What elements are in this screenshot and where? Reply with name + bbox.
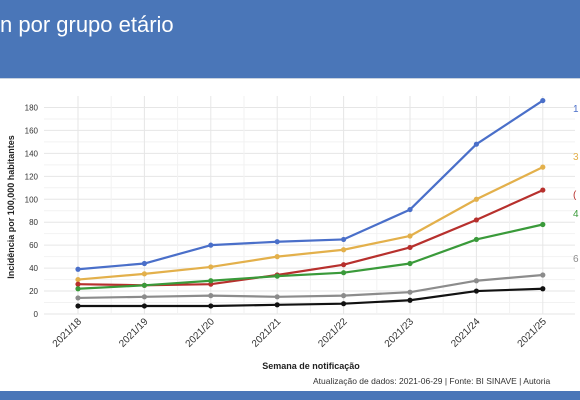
data-point (208, 303, 214, 309)
data-point (75, 295, 81, 301)
end-labels: 1 3 (4 6 (573, 104, 579, 265)
y-tick-label: 40 (29, 264, 38, 273)
data-point (473, 141, 479, 147)
series-end-label: 3 (573, 152, 579, 163)
data-point (274, 294, 280, 300)
y-tick-label: 160 (25, 126, 39, 135)
y-axis-title: Incidência por 100,000 habitantes (6, 135, 16, 279)
data-point (341, 270, 347, 276)
data-point (208, 264, 214, 270)
data-point (341, 293, 347, 299)
data-point (141, 303, 147, 309)
data-point (274, 273, 280, 279)
y-tick-label: 120 (25, 172, 39, 181)
series-end-label: 4 (573, 209, 579, 220)
x-axis-title: Semana de notificação (262, 361, 360, 371)
data-point (540, 164, 546, 170)
series-line (77, 99, 544, 271)
slide-title: n por grupo etário (0, 12, 174, 37)
data-point (75, 281, 81, 287)
data-point (75, 276, 81, 283)
data-point (141, 294, 147, 300)
x-tick-label: 2021/22 (316, 316, 350, 350)
data-point (274, 302, 280, 308)
series-line (77, 273, 543, 300)
slide-footer-bar (0, 391, 580, 400)
header-divider (0, 78, 580, 79)
data-point (274, 239, 280, 245)
series-end-label: 1 (573, 104, 579, 115)
series-end-label: 6 (573, 254, 579, 265)
data-point (341, 301, 347, 307)
x-tick-label: 2021/20 (184, 316, 218, 350)
data-point (341, 247, 347, 253)
series-line (78, 287, 543, 308)
data-point (208, 293, 214, 299)
x-tick-label: 2021/21 (250, 316, 284, 350)
axes: 0 20 40 60 80 100 120 140 160 180 2021/18 2021/19 20… (25, 103, 550, 349)
y-tick-label: 80 (29, 218, 38, 227)
data-point (407, 233, 413, 239)
data-point (473, 288, 479, 294)
data-point (75, 266, 81, 272)
data-point (540, 272, 546, 278)
data-point (208, 278, 214, 284)
data-point (341, 236, 347, 243)
series-end-label: ( (573, 190, 577, 201)
series-line (77, 166, 544, 281)
data-point (208, 242, 214, 248)
data-point (473, 278, 479, 284)
data-point (341, 262, 347, 268)
y-tick-label: 140 (25, 149, 39, 158)
data-point (407, 289, 413, 295)
x-tick-label: 2021/19 (117, 316, 151, 350)
grid (44, 96, 575, 315)
series-lines (75, 97, 546, 309)
data-point (473, 196, 479, 202)
data-point (75, 303, 81, 309)
series-line (77, 223, 544, 290)
data-point (540, 221, 546, 228)
x-tick-label: 2021/18 (51, 316, 85, 350)
source-note: Atualização de dados: 2021-06-29 | Fonte… (313, 376, 550, 386)
data-point (473, 217, 479, 223)
data-point (141, 271, 147, 277)
data-point (407, 206, 413, 213)
data-point (473, 236, 479, 243)
slide-header: n por grupo etário (0, 0, 580, 78)
data-point (141, 260, 147, 267)
x-tick-label: 2021/23 (383, 316, 417, 350)
data-point (407, 244, 413, 251)
data-point (274, 254, 280, 260)
y-tick-label: 100 (25, 195, 39, 204)
y-tick-label: 180 (25, 103, 39, 112)
data-point (407, 297, 413, 303)
data-point (407, 260, 413, 267)
data-point (540, 187, 546, 193)
y-tick-label: 0 (34, 310, 39, 319)
x-tick-label: 2021/24 (449, 316, 483, 350)
x-tick-label: 2021/25 (516, 316, 550, 350)
data-point (540, 286, 546, 292)
data-point (75, 286, 81, 292)
data-point (540, 97, 546, 104)
data-point (141, 282, 147, 288)
y-tick-label: 60 (29, 241, 38, 250)
y-tick-label: 20 (29, 287, 38, 296)
